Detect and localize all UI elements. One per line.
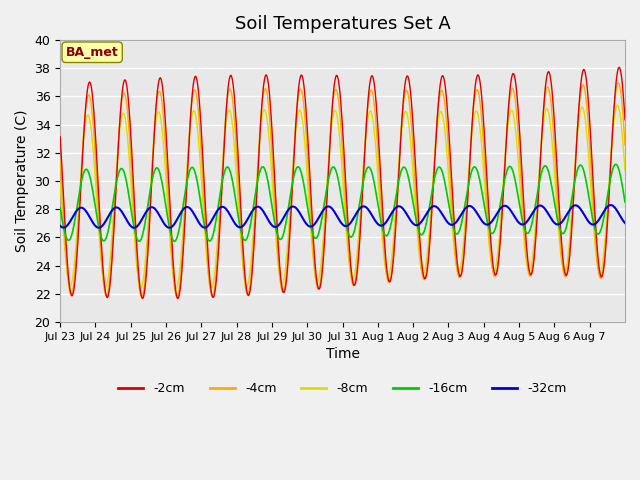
Text: BA_met: BA_met <box>66 46 118 59</box>
X-axis label: Time: Time <box>326 347 360 361</box>
Title: Soil Temperatures Set A: Soil Temperatures Set A <box>235 15 451 33</box>
Y-axis label: Soil Temperature (C): Soil Temperature (C) <box>15 110 29 252</box>
Legend: -2cm, -4cm, -8cm, -16cm, -32cm: -2cm, -4cm, -8cm, -16cm, -32cm <box>113 377 572 400</box>
